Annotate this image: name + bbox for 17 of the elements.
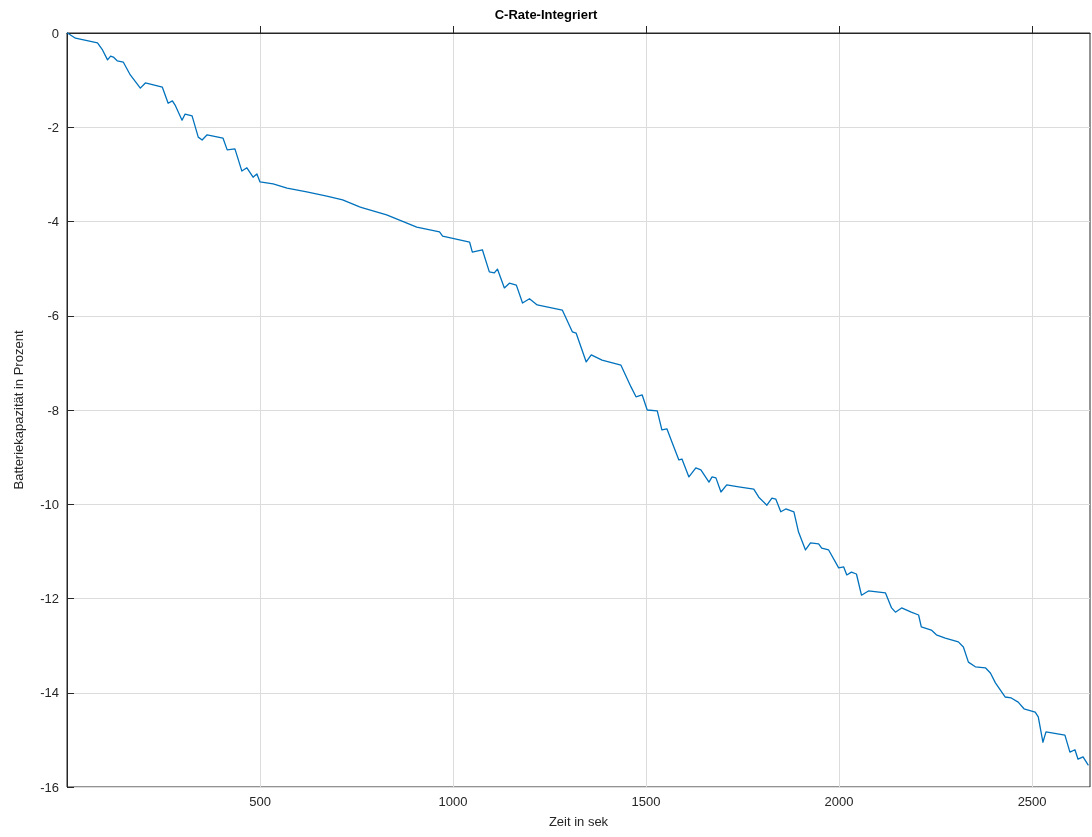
y-tick-label: -8	[47, 402, 59, 418]
chart-title: C-Rate-Integriert	[494, 7, 598, 22]
y-tick-label: -14	[40, 685, 59, 701]
y-tick-label: -16	[40, 779, 59, 795]
y-tick-label: -4	[47, 214, 59, 229]
x-tick-label: 2000	[824, 794, 854, 809]
x-tick-label: 500	[249, 794, 271, 809]
y-tick-label: -12	[40, 591, 59, 606]
y-tick-label: -10	[40, 496, 59, 512]
y-axis-title: Batteriekapazität in Prozent	[11, 330, 26, 490]
y-tick-label: -6	[47, 308, 59, 324]
x-tick-label: 1500	[631, 794, 661, 809]
y-tick-label: 0	[51, 25, 59, 41]
x-tick-label: 1000	[438, 794, 468, 809]
x-tick-label: 2500	[1017, 794, 1047, 809]
x-axis-title: Zeit in sek	[548, 814, 609, 829]
y-tick-label: -2	[47, 119, 59, 135]
